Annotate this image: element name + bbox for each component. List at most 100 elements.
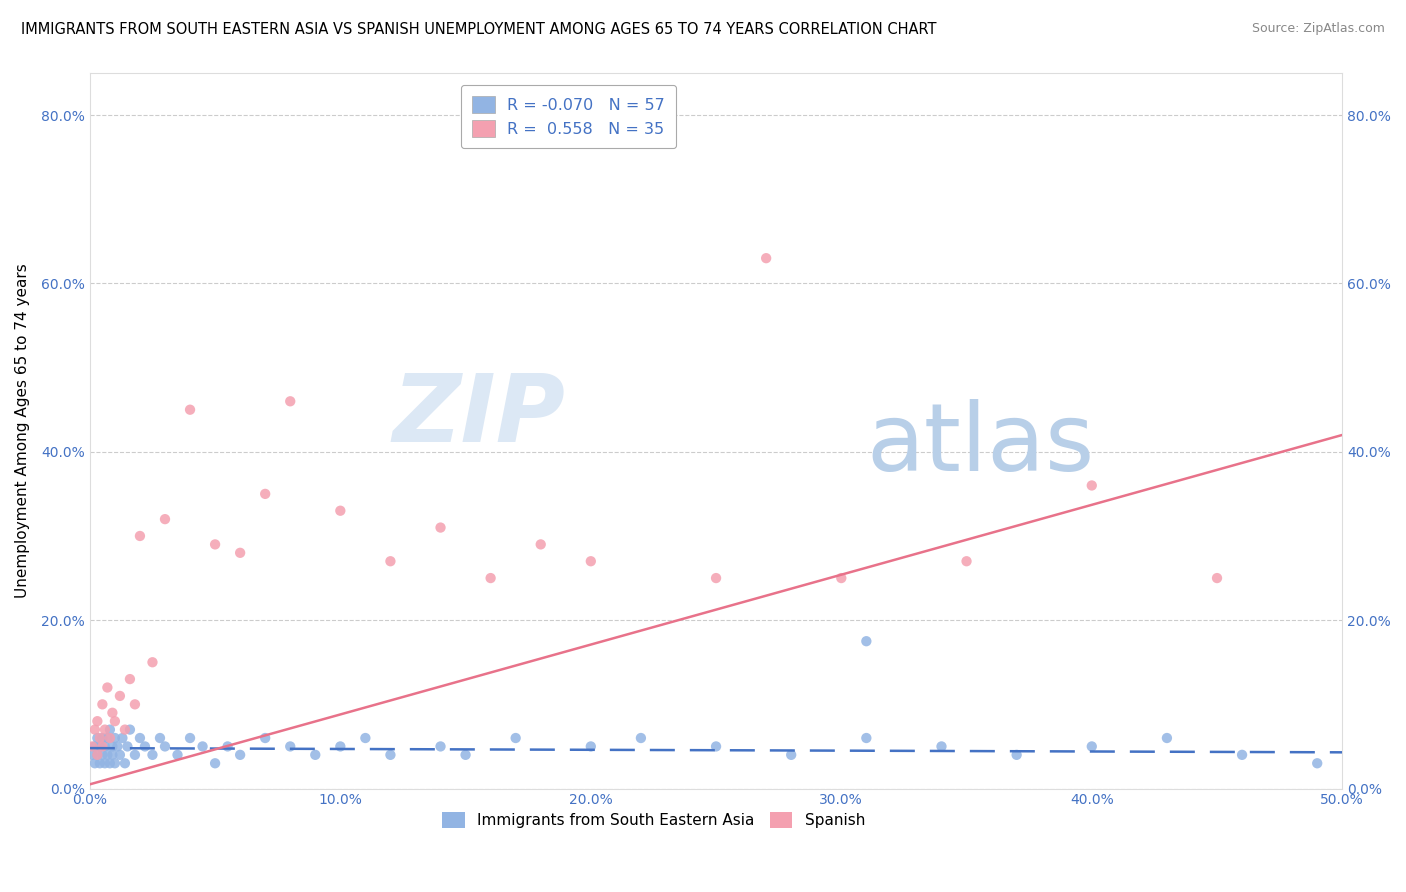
Point [855,731,877,745]
Point [86,747,108,762]
Point [91,747,114,762]
Text: IMMIGRANTS FROM SOUTH EASTERN ASIA VS SPANISH UNEMPLOYMENT AMONG AGES 65 TO 74 Y: IMMIGRANTS FROM SOUTH EASTERN ASIA VS SP… [21,22,936,37]
Point [86,714,108,728]
Point [229,546,252,560]
Point [530,537,553,551]
Point [104,756,127,771]
Point [329,504,352,518]
Point [704,571,727,585]
Point [254,487,277,501]
Point [104,714,127,728]
Point [204,537,226,551]
Point [83,739,105,754]
Point [89,739,111,754]
Point [1156,731,1178,745]
Point [129,731,152,745]
Point [104,731,127,745]
Point [1230,747,1253,762]
Text: Source: ZipAtlas.com: Source: ZipAtlas.com [1251,22,1385,36]
Point [83,723,105,737]
Point [101,739,124,754]
Point [217,739,239,754]
Point [82,739,104,754]
Point [153,739,176,754]
Point [1081,739,1104,754]
Point [94,723,117,737]
Point [179,731,201,745]
Point [108,689,131,703]
Point [96,681,118,695]
Point [380,554,402,568]
Point [91,698,114,712]
Point [83,756,105,771]
Point [204,756,226,771]
Point [94,756,117,771]
Text: ZIP: ZIP [392,370,565,462]
Point [101,706,124,720]
Point [98,756,121,771]
Point [89,756,111,771]
Point [96,731,118,745]
Point [86,731,108,745]
Point [630,731,652,745]
Point [1081,478,1104,492]
Point [855,634,877,648]
Point [96,747,118,762]
Point [479,571,502,585]
Point [129,529,152,543]
Point [111,731,134,745]
Point [124,747,146,762]
Point [704,739,727,754]
Y-axis label: Unemployment Among Ages 65 to 74 years: Unemployment Among Ages 65 to 74 years [15,263,30,599]
Text: atlas: atlas [866,399,1095,491]
Point [755,251,778,265]
Point [1005,747,1028,762]
Point [429,520,451,534]
Point [304,747,326,762]
Point [149,731,172,745]
Point [931,739,953,754]
Point [117,739,139,754]
Point [278,739,301,754]
Point [105,739,128,754]
Point [134,739,156,754]
Point [278,394,301,409]
Point [98,731,121,745]
Point [141,747,163,762]
Point [179,402,201,417]
Point [1206,571,1229,585]
Point [191,739,214,754]
Point [91,739,114,754]
Point [1306,756,1329,771]
Point [380,747,402,762]
Point [505,731,527,745]
Point [579,739,602,754]
Point [108,747,131,762]
Point [329,739,352,754]
Point [955,554,977,568]
Point [86,747,108,762]
Point [114,756,136,771]
Point [101,747,124,762]
Point [229,747,252,762]
Point [429,739,451,754]
Point [82,747,104,762]
Point [98,723,121,737]
Point [124,698,146,712]
Point [454,747,477,762]
Point [153,512,176,526]
Point [91,731,114,745]
Point [579,554,602,568]
Point [354,731,377,745]
Point [830,571,852,585]
Point [141,655,163,669]
Point [114,723,136,737]
Point [89,731,111,745]
Point [118,723,141,737]
Point [254,731,277,745]
Point [780,747,803,762]
Point [118,672,141,686]
Legend: Immigrants from South Eastern Asia, Spanish: Immigrants from South Eastern Asia, Span… [436,806,872,835]
Point [94,739,117,754]
Point [166,747,188,762]
